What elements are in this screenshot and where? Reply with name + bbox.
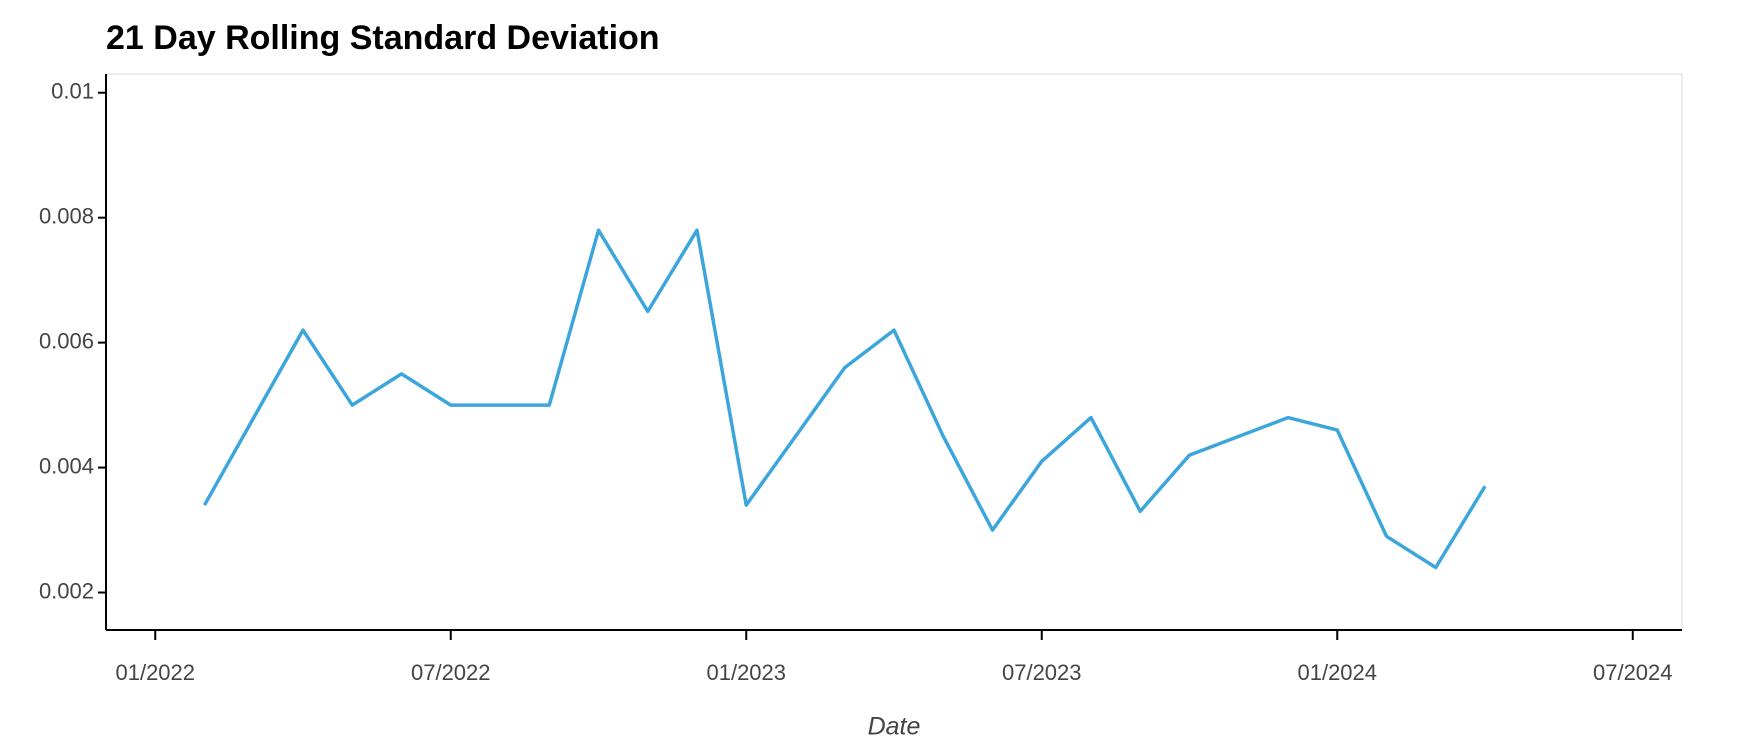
y-tick-label: 0.006 [39,328,94,353]
x-tick-label: 01/2023 [706,660,786,685]
x-tick-label: 01/2022 [115,660,195,685]
y-tick-label: 0.002 [39,578,94,603]
x-axis-label: Date [868,713,921,741]
x-tick-label: 07/2022 [411,660,491,685]
y-tick-label: 0.01 [51,79,94,104]
line-series [202,228,1487,570]
plot-frame [105,73,1683,631]
x-tick-label: 07/2023 [1002,660,1082,685]
y-tick-label: 0.004 [39,453,94,478]
x-tick-label: 01/2024 [1297,660,1377,685]
chart-title: 21 Day Rolling Standard Deviation [106,19,660,57]
x-tick-label: 07/2024 [1593,660,1673,685]
y-tick-label: 0.008 [39,203,94,228]
